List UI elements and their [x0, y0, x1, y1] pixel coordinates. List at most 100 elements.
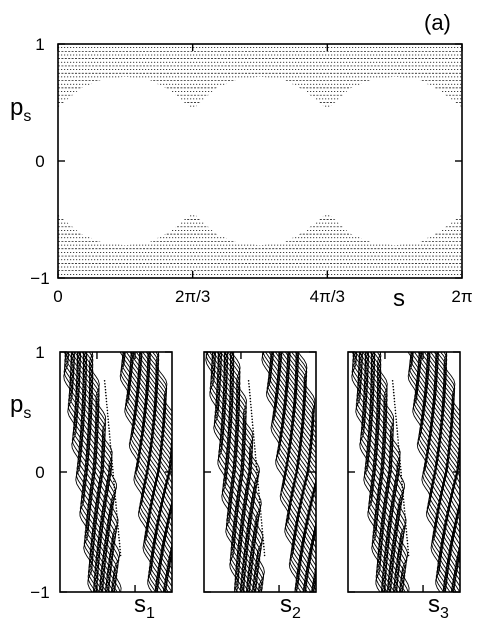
orbit-curve [155, 352, 172, 434]
orbit-dot [106, 409, 109, 412]
orbit-dot [404, 516, 406, 518]
orbit-dot [107, 421, 110, 424]
orbit-dot [254, 457, 257, 459]
orbit-curve [358, 352, 391, 592]
orbit-dot [253, 442, 256, 444]
orbit-dot [263, 545, 265, 548]
orbit-curve [205, 352, 240, 592]
orbit-curve [370, 352, 404, 592]
orbit-curve [231, 352, 265, 592]
orbit-curve [426, 352, 460, 588]
orbit-curve [288, 352, 316, 521]
orbit-dot [104, 385, 106, 388]
orbit-dot [115, 504, 117, 506]
orbit-curve [88, 352, 121, 592]
y-tick-label: 0 [35, 463, 44, 482]
orbit-curve [364, 352, 398, 592]
orbit-dot [395, 424, 398, 427]
orbit-dot [113, 486, 116, 489]
orbit-dot [399, 459, 401, 462]
orbit-dot [401, 489, 404, 492]
orbit-dot [400, 474, 403, 477]
orbit-dot [255, 465, 258, 468]
orbit-curve [435, 352, 460, 466]
orbit-dot [398, 457, 401, 459]
orbit-dot [248, 391, 251, 394]
orbit-dot [109, 445, 112, 447]
bottom-3-curves [351, 352, 460, 592]
orbit-curve [352, 352, 386, 592]
orbit-curve [121, 352, 159, 592]
orbit-dot [258, 498, 261, 501]
orbit-dot [405, 525, 407, 527]
orbit-dot [407, 545, 409, 548]
orbit-dot [258, 492, 260, 495]
orbit-dot [256, 471, 258, 474]
orbit-curve [358, 352, 393, 592]
orbit-curve [64, 352, 98, 592]
orbit-dot [116, 516, 118, 518]
orbit-dot [401, 483, 403, 486]
orbit-curve [148, 352, 172, 456]
orbit-curve [262, 352, 300, 592]
x-tick-label: 2π [451, 287, 472, 306]
orbit-dot [109, 436, 111, 438]
orbit-dot [111, 462, 113, 465]
orbit-dot [257, 480, 259, 483]
orbit-dot [115, 501, 117, 504]
orbit-curve [364, 352, 399, 592]
orbit-dot [114, 498, 117, 501]
orbit-dot [262, 542, 265, 545]
orbit-dot [112, 474, 115, 477]
orbit-dot [106, 403, 108, 406]
orbit-curve [291, 352, 316, 486]
orbit-dot [115, 507, 118, 509]
orbit-dot [119, 551, 122, 554]
top-x-ticks: 0 2π/3 4π/3 2π [53, 44, 473, 306]
orbit-dot [400, 477, 403, 480]
orbit-dot [110, 454, 113, 456]
orbit-curve [277, 352, 314, 592]
orbit-dot [118, 542, 121, 545]
orbit-dot [114, 492, 116, 495]
orbit-dot [119, 545, 121, 548]
orbit-dot [250, 406, 252, 409]
orbit-curve [70, 352, 104, 592]
y-tick-label: −1 [30, 583, 49, 602]
orbit-dot [255, 468, 258, 471]
orbit-curve [132, 352, 170, 592]
orbit-curve [76, 352, 111, 592]
bottom-1-x-axis-title: s1 [134, 591, 155, 622]
orbit-dot [106, 412, 109, 415]
orbit-curve [211, 352, 245, 592]
x-tick-label: 0 [53, 287, 62, 306]
bottom-1-ticks [60, 351, 172, 593]
orbit-dot [263, 551, 266, 554]
orbit-dot [398, 448, 400, 450]
orbit-curve [286, 352, 316, 586]
orbit-curve [223, 352, 258, 592]
orbit-dot [106, 406, 108, 409]
orbit-dot [253, 445, 256, 447]
orbit-dot [108, 430, 111, 432]
orbit-curve [443, 352, 460, 440]
orbit-dot [259, 504, 261, 506]
orbit-dot [407, 548, 409, 551]
orbit-dot [407, 551, 410, 554]
orbit-dot [112, 468, 114, 471]
orbit-dot [393, 397, 396, 400]
orbit-curve [409, 352, 447, 592]
orbit-dot [117, 531, 120, 533]
orbit-dot [254, 454, 257, 456]
orbit-curve [443, 352, 460, 434]
orbit-dot [260, 516, 262, 518]
orbit-curve [373, 352, 406, 592]
orbit-curve [420, 352, 458, 592]
orbit-dot [403, 507, 406, 509]
orbit-dot [115, 510, 118, 512]
orbit-dot [117, 533, 120, 536]
orbit-dot [393, 400, 396, 403]
orbit-dot [110, 457, 113, 459]
orbit-dot [261, 525, 263, 527]
orbit-dot [260, 513, 262, 515]
